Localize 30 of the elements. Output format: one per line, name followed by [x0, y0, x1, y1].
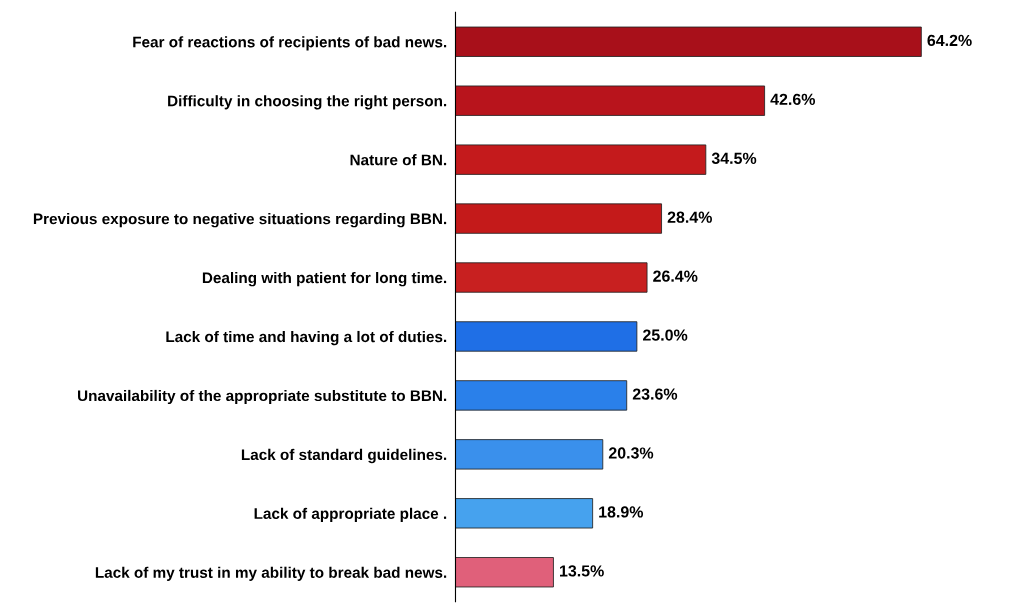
y-tick-label: Previous exposure to negative situations regarding BBN. [33, 213, 447, 228]
bar [455, 321, 638, 352]
data-label: 42.6% [770, 93, 816, 105]
data-label: 13.5% [560, 565, 604, 577]
bar [455, 380, 628, 411]
data-label: 18.9% [599, 506, 644, 518]
data-label: 34.5% [711, 152, 757, 164]
bar [455, 85, 766, 116]
bar [455, 498, 594, 529]
data-label: 23.6% [632, 388, 678, 400]
bar [455, 203, 662, 234]
bar [455, 439, 604, 470]
data-label: 28.4% [667, 211, 712, 223]
bar [455, 262, 648, 293]
data-label: 20.3% [608, 447, 654, 459]
y-tick-label: Difficulty in choosing the right person. [168, 95, 447, 110]
y-tick-label: Lack of appropriate place . [254, 507, 447, 523]
y-tick-label: Lack of standard guidelines. [241, 448, 447, 464]
data-label: 64.2% [927, 34, 972, 47]
data-label: 26.4% [653, 270, 698, 282]
bar [455, 144, 707, 175]
bar [455, 557, 554, 588]
y-tick-label: Fear of reactions of recipients of bad news. [133, 36, 447, 51]
y-tick-label: Dealing with patient for long time. [202, 271, 447, 287]
y-tick-label: Lack of my trust in my ability to break bad news. [95, 566, 447, 581]
y-tick-label: Unavailability of the appropriate substitute to BBN. [78, 389, 447, 405]
bar [455, 26, 922, 57]
y-tick-label: Lack of time and having a lot of duties. [166, 330, 447, 346]
y-tick-label: Nature of BN. [350, 154, 447, 166]
data-label: 25.0% [643, 329, 688, 341]
